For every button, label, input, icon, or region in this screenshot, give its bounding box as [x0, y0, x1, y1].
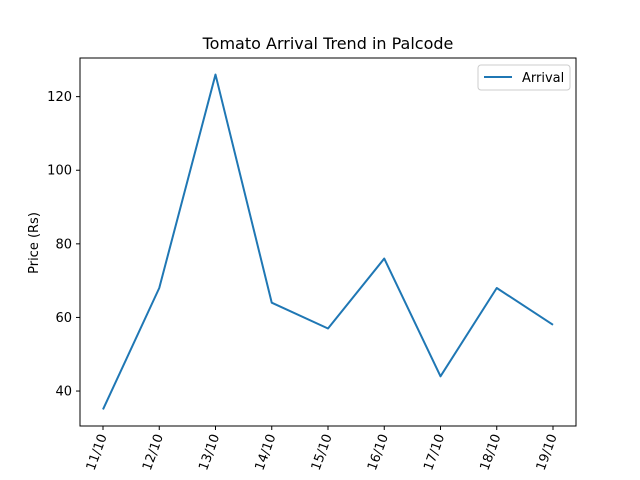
y-axis-label: Price (Rs) [27, 212, 42, 274]
chart-title: Tomato Arrival Trend in Palcode [202, 34, 454, 53]
x-tick-label: 14/10 [253, 432, 280, 472]
y-tick-label: 80 [55, 237, 72, 252]
y-tick-label: 60 [55, 311, 72, 326]
x-tick-label: 15/10 [309, 432, 336, 472]
x-tick-label: 19/10 [534, 432, 561, 472]
legend-box [477, 64, 571, 91]
x-tick-label: 11/10 [84, 432, 111, 472]
legend-label: Arrival [522, 71, 564, 86]
x-tick-label: 18/10 [478, 432, 505, 472]
axes-frame [79, 57, 577, 427]
y-tick-label: 40 [55, 385, 72, 400]
x-tick-label: 13/10 [196, 432, 223, 472]
x-tick-label: 17/10 [421, 432, 448, 472]
x-tick-label: 12/10 [140, 432, 167, 472]
plot-area: 40 60 80 100 120 11/10 12/10 13/10 14/10 15/10 16/… [47, 57, 577, 473]
y-tick-label: 120 [47, 90, 72, 105]
series-line [102, 73, 554, 410]
x-tick-label: 16/10 [365, 432, 392, 472]
y-tick-label: 100 [47, 164, 72, 179]
